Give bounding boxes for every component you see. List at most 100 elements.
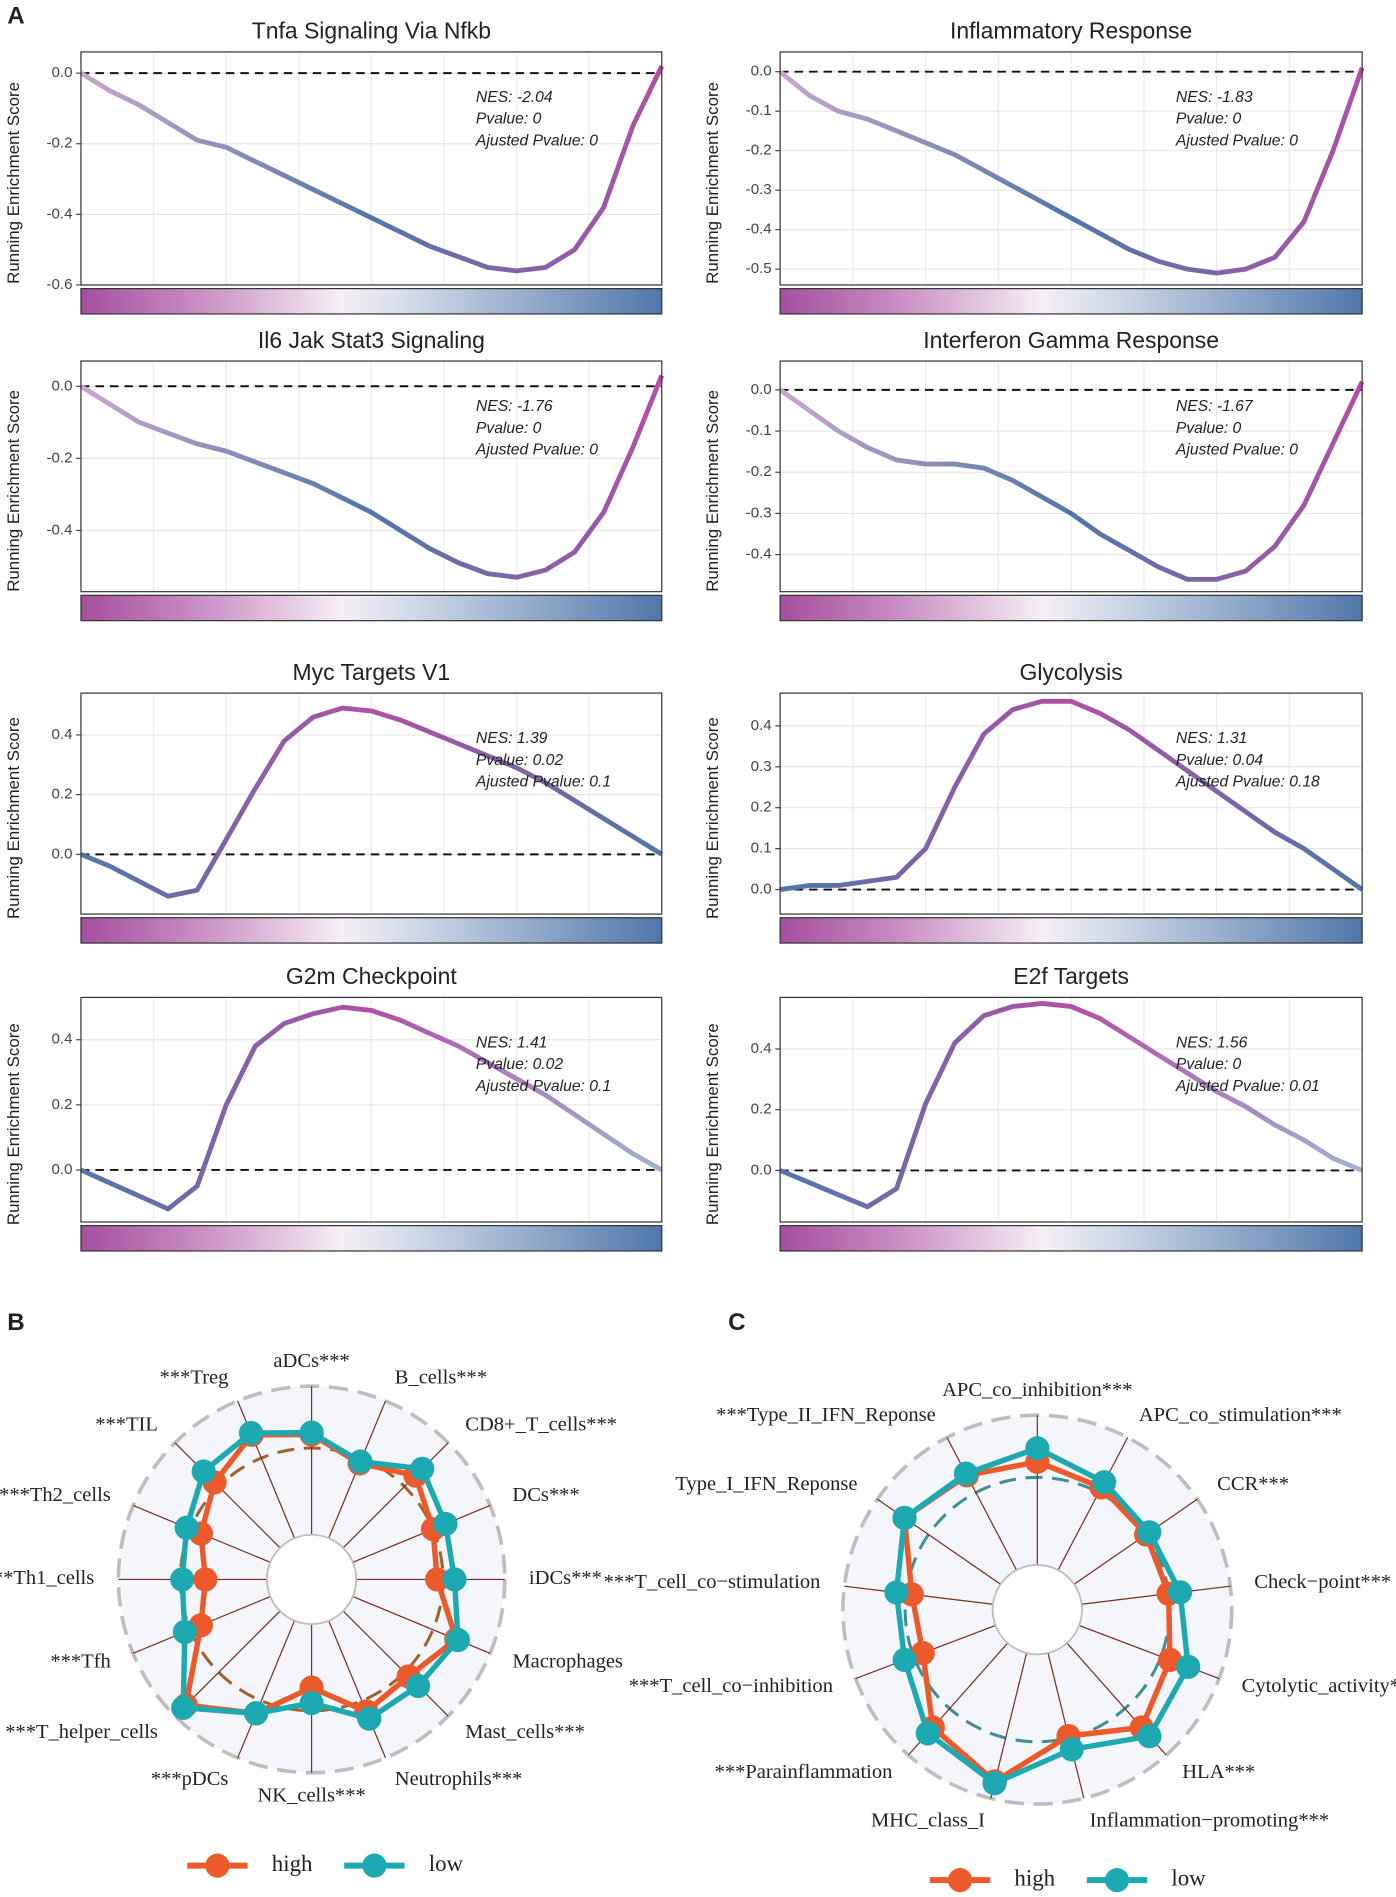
- radar-point: [892, 1647, 917, 1673]
- panel-title: Il6 Jak Stat3 Signaling: [258, 327, 485, 353]
- y-tick-label: 0.0: [751, 381, 772, 398]
- y-tick-label: -0.4: [47, 205, 73, 222]
- panel-title: Tnfa Signaling Via Nfkb: [252, 18, 491, 44]
- legend-marker: [1104, 1868, 1130, 1893]
- radar-label: aDCs***: [273, 1350, 349, 1372]
- panel-letter: B: [7, 1309, 24, 1336]
- legend-marker: [205, 1853, 230, 1878]
- radar-point: [892, 1505, 917, 1531]
- radar-spoke: [174, 1442, 281, 1549]
- radar-point: [357, 1706, 382, 1731]
- panel-title: Inflammatory Response: [950, 18, 1192, 44]
- y-axis-label: Running Enrichment Score: [703, 82, 722, 284]
- rank-bar: [80, 917, 663, 944]
- enrichment-curve: [80, 705, 664, 899]
- annotation: NES: -1.76: [476, 398, 553, 415]
- radar-point: [1168, 1580, 1193, 1605]
- radar-spoke: [352, 1504, 491, 1563]
- radar-label: ***T_helper_cells: [5, 1721, 158, 1743]
- radar-point: [1025, 1436, 1050, 1461]
- panel-letter: C: [728, 1309, 745, 1336]
- y-tick-label: -0.2: [47, 135, 73, 152]
- legend-label: low: [429, 1851, 464, 1876]
- annotation: Pvalue: 0.02: [476, 1056, 563, 1073]
- radar-point: [410, 1456, 435, 1481]
- y-axis-label: Running Enrichment Score: [703, 717, 722, 919]
- radar-label: ***Parainflammation: [715, 1761, 893, 1783]
- radar-point: [953, 1461, 979, 1486]
- rank-bar: [80, 287, 663, 315]
- enrichment-curve: [779, 1001, 1364, 1210]
- rank-bar: [779, 594, 1363, 622]
- radar-point: [170, 1567, 195, 1592]
- y-tick-label: 0.1: [751, 840, 772, 857]
- y-tick-label: 0.4: [52, 726, 73, 743]
- radar-label: ***Th1_cells: [0, 1567, 94, 1589]
- radar-point: [406, 1673, 431, 1699]
- y-tick-label: 0.0: [751, 1161, 772, 1178]
- radar-label: CD8+_T_cells***: [465, 1413, 617, 1435]
- radar-point: [244, 1701, 269, 1726]
- plot-frame: [779, 692, 1363, 915]
- panel-title: E2f Targets: [1013, 963, 1129, 989]
- radar-label: Mast_cells***: [465, 1721, 585, 1743]
- radar-label: Check−point***: [1254, 1571, 1391, 1593]
- annotation: NES: -1.83: [1176, 89, 1253, 106]
- radar-label: ***Treg: [160, 1366, 229, 1388]
- annotation: Pvalue: 0: [1176, 111, 1242, 128]
- radar-point: [238, 1420, 264, 1446]
- y-tick-label: -0.6: [47, 276, 73, 293]
- y-tick-label: -0.2: [746, 463, 772, 480]
- annotation: NES: 1.56: [1176, 1034, 1248, 1051]
- radar-label: HLA***: [1182, 1761, 1255, 1783]
- radar-label: APC_co_stimulation***: [1139, 1404, 1342, 1426]
- radar-spoke: [1081, 1585, 1231, 1605]
- radar-label: MHC_class_I: [871, 1810, 985, 1832]
- y-tick-label: -0.5: [746, 260, 772, 277]
- rank-bar: [80, 594, 663, 622]
- radar-label: ***Tfh: [50, 1650, 110, 1672]
- y-tick-label: 0.0: [52, 845, 73, 862]
- annotation: Pvalue: 0: [476, 420, 542, 437]
- legend-label: low: [1171, 1865, 1206, 1890]
- annotation: NES: 1.41: [476, 1034, 548, 1051]
- radar-point: [884, 1580, 909, 1605]
- rank-bar: [779, 1225, 1363, 1252]
- radar-label: Macrophages: [512, 1650, 623, 1672]
- radar-label: DCs***: [512, 1484, 579, 1506]
- radar-label: Cytolytic_activity***: [1242, 1675, 1396, 1697]
- y-tick-label: 0.2: [751, 1101, 772, 1118]
- annotation: Ajusted Pvalue: 0.1: [475, 774, 611, 791]
- radar-point: [425, 1567, 450, 1592]
- radar-point: [910, 1640, 935, 1666]
- y-tick-label: -0.1: [746, 422, 772, 439]
- radar-label: ***pDCs: [151, 1768, 229, 1790]
- radar-label: Type_I_IFN_Reponse: [675, 1473, 857, 1495]
- panel-title: G2m Checkpoint: [286, 963, 457, 989]
- y-tick-label: -0.3: [746, 181, 772, 198]
- y-axis-label: Running Enrichment Score: [703, 1023, 722, 1225]
- annotation: Ajusted Pvalue: 0.1: [475, 1078, 611, 1095]
- annotation: Ajusted Pvalue: 0: [1175, 132, 1298, 149]
- radar-spoke: [946, 1437, 1018, 1571]
- y-tick-label: 0.4: [751, 1040, 772, 1057]
- y-tick-label: -0.4: [746, 221, 772, 238]
- y-tick-label: -0.2: [47, 449, 73, 466]
- y-tick-label: 0.2: [751, 799, 772, 816]
- radar-spoke: [328, 1620, 387, 1759]
- radar-point: [1137, 1520, 1162, 1545]
- radar-label: iDCs***: [529, 1567, 602, 1589]
- plot-frame: [80, 360, 663, 593]
- y-tick-label: 0.2: [52, 1096, 73, 1113]
- annotation: Ajusted Pvalue: 0.18: [1175, 774, 1320, 791]
- rank-bar: [779, 287, 1363, 315]
- annotation: Pvalue: 0: [476, 111, 542, 128]
- radar-label: B_cells***: [395, 1366, 487, 1388]
- annotation: Ajusted Pvalue: 0.01: [1175, 1078, 1320, 1095]
- radar-point: [193, 1567, 218, 1592]
- plot-frame: [80, 996, 663, 1223]
- panel-title: Interferon Gamma Response: [923, 327, 1219, 353]
- y-axis-label: Running Enrichment Score: [4, 82, 23, 284]
- radar-point: [1157, 1647, 1183, 1673]
- annotation: Pvalue: 0.02: [476, 752, 563, 769]
